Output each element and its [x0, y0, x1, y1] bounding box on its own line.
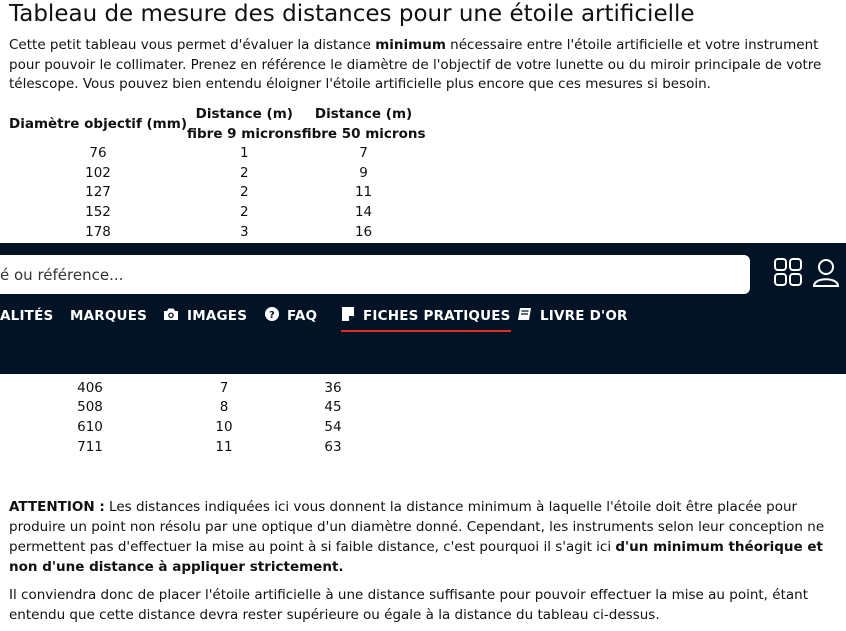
- nav-item-faq[interactable]: ? FAQ: [265, 301, 317, 331]
- distance-table: Diamètre objectif (mm) Distance (m) Dist…: [9, 105, 426, 243]
- header-distance-50-line1: Distance (m): [314, 106, 413, 122]
- cell-distance-9: 11: [215, 438, 233, 455]
- search-box[interactable]: [0, 255, 750, 294]
- attention-bold: d'un minimum théorique et non d'une dist…: [9, 539, 823, 575]
- cell-diameter: 178: [85, 223, 111, 240]
- nav-item-images[interactable]: IMAGES: [163, 301, 247, 331]
- grid-icon[interactable]: [773, 257, 803, 287]
- table-row: 508 8 45: [9, 398, 389, 418]
- page-title: Tableau de mesure des distances pour une…: [9, 1, 695, 27]
- table-row: 178 3 16: [9, 223, 426, 243]
- intro-text-1: Cette petit tableau vous permet d'évalue…: [9, 37, 376, 53]
- table-row: 76 1 7: [9, 144, 426, 164]
- table-body-top: 76 1 7 102 2 9 127 2 11 152 2 14 178 3 16: [9, 144, 426, 243]
- svg-text:?: ?: [269, 310, 275, 321]
- cell-distance-50: 16: [354, 223, 373, 240]
- nav-label: MARQUES: [70, 308, 148, 324]
- cell-distance-9: 2: [239, 184, 249, 201]
- cell-distance-9: 2: [239, 164, 249, 181]
- table-row: 711 11 63: [9, 438, 389, 458]
- active-underline: [341, 330, 511, 332]
- cell-distance-9: 8: [219, 399, 229, 416]
- cell-distance-50: 63: [324, 438, 342, 455]
- cell-diameter: 508: [77, 399, 103, 416]
- cell-diameter: 711: [77, 438, 103, 455]
- intro-bold: minimum: [375, 37, 446, 53]
- cell-distance-9: 3: [239, 223, 249, 240]
- cell-diameter: 102: [85, 164, 111, 181]
- attention-paragraph: ATTENTION : Les distances indiquées ici …: [9, 497, 841, 577]
- nav-item-actualites[interactable]: ALITÉS: [0, 301, 53, 331]
- cell-distance-9: 2: [239, 204, 249, 221]
- book-icon: [517, 307, 540, 325]
- cell-distance-50: 36: [324, 379, 342, 396]
- nav-item-marques[interactable]: MARQUES: [70, 301, 147, 331]
- cell-diameter: 610: [77, 419, 103, 436]
- document-icon: [341, 306, 363, 326]
- conclusion-paragraph: Il conviendra donc de placer l'étoile ar…: [9, 587, 808, 623]
- nav-item-fiches-pratiques[interactable]: FICHES PRATIQUES: [341, 301, 511, 332]
- intro-paragraph: Cette petit tableau vous permet d'évalue…: [9, 36, 837, 95]
- cell-distance-50: 11: [354, 184, 373, 201]
- user-icon[interactable]: [812, 257, 840, 287]
- table-row: 127 2 11: [9, 183, 426, 203]
- nav-label: ALITÉS: [0, 308, 54, 324]
- cell-distance-9: 1: [239, 145, 249, 161]
- header-diameter: Diamètre objectif (mm): [9, 115, 187, 132]
- attention-text: Les distances indiquées ici vous donnent…: [9, 499, 825, 555]
- nav-label: FICHES PRATIQUES: [363, 308, 511, 324]
- cell-distance-50: 14: [354, 204, 373, 221]
- table-row: 102 2 9: [9, 164, 426, 184]
- cell-distance-50: 7: [359, 145, 368, 161]
- help-circle-icon: ?: [265, 307, 287, 325]
- intro-text-2: nécessaire entre l'étoile artificielle e…: [9, 37, 822, 92]
- table-row: 152 2 14: [9, 203, 426, 223]
- cell-diameter: 127: [85, 184, 111, 201]
- search-input[interactable]: [0, 255, 740, 294]
- cell-distance-9: 7: [219, 379, 229, 396]
- cell-diameter: 406: [77, 379, 103, 396]
- nav-label: FAQ: [287, 308, 318, 324]
- cell-diameter: 76: [89, 145, 107, 161]
- table-row: 406 7 36: [9, 379, 389, 399]
- nav-label: LIVRE D'OR: [540, 308, 628, 324]
- attention-label: ATTENTION :: [9, 499, 105, 515]
- cell-diameter: 152: [85, 204, 111, 221]
- cell-distance-50: 54: [324, 419, 342, 436]
- camera-icon: [163, 307, 187, 325]
- header-distance-50-line2: fibre 50 microns: [301, 125, 426, 142]
- header-distance-9-line2: fibre 9 microns: [187, 125, 302, 142]
- header-distance-9-line1: Distance (m): [195, 106, 293, 122]
- cell-distance-9: 10: [215, 419, 233, 436]
- nav-item-livre-dor[interactable]: LIVRE D'OR: [517, 301, 628, 331]
- table-row: 610 10 54: [9, 418, 389, 438]
- site-header: ALITÉS MARQUES IMAGES ? FAQ FICHES PRATI…: [0, 243, 846, 374]
- cell-distance-50: 9: [359, 164, 368, 181]
- cell-distance-50: 45: [324, 399, 342, 416]
- nav-label: IMAGES: [187, 308, 248, 324]
